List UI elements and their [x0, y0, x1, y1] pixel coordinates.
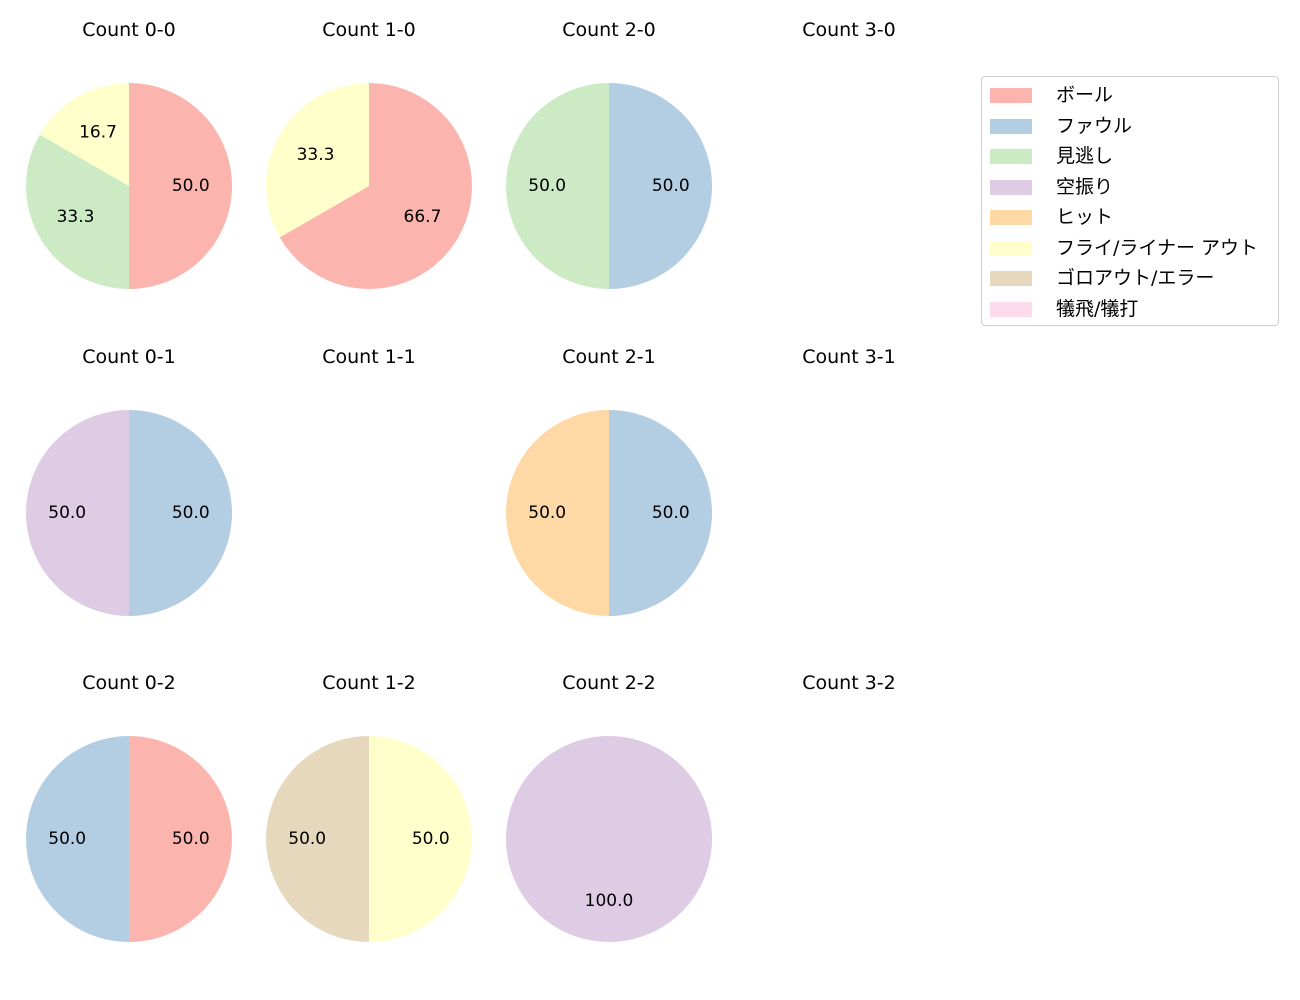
- slice-value-label: 50.0: [412, 829, 450, 849]
- panel-title: Count 2-0: [562, 19, 656, 41]
- slice-value-label: 50.0: [48, 503, 86, 523]
- slice-value-label: 50.0: [172, 829, 210, 849]
- pie-panel: Count 0-1 50.0 50.0: [26, 346, 232, 616]
- pie-slice: [266, 736, 369, 942]
- legend-item: 空振り: [990, 173, 1275, 199]
- pie-panel: Count 2-1 50.0 50.0: [506, 346, 712, 616]
- legend-swatch: [990, 210, 1032, 225]
- pie-slice: [266, 83, 369, 238]
- panel-title: Count 0-0: [82, 19, 176, 41]
- legend-label: ファウル: [1056, 114, 1133, 137]
- legend-swatch: [990, 88, 1032, 103]
- slice-value-label: 50.0: [172, 503, 210, 523]
- panel-title: Count 1-1: [322, 346, 416, 368]
- legend-item: ファウル: [990, 112, 1275, 138]
- slice-value-label: 16.7: [79, 123, 117, 143]
- pie-panel: Count 0-2 50.0 50.0: [26, 672, 232, 942]
- chart-legend: ボールファウル見逃し空振りヒットフライ/ライナー アウト ゴロアウト/エラー 犠飛/…: [981, 76, 1279, 326]
- legend-label: 犠飛/犠打: [1056, 297, 1139, 320]
- legend-label: 見逃し: [1056, 145, 1114, 167]
- pie-slice: [369, 736, 472, 942]
- pie-slice: [26, 410, 129, 616]
- legend-swatch: [990, 118, 1032, 134]
- legend-item: 見逃し: [990, 142, 1275, 168]
- legend-swatch: [990, 271, 1032, 286]
- pie-slice: [129, 736, 232, 942]
- legend-item: ヒット: [990, 203, 1275, 229]
- legend-label: ゴロアウト/エラー: [1056, 267, 1215, 289]
- pie-slice: [506, 410, 609, 616]
- slice-value-label: 50.0: [172, 176, 210, 196]
- legend-swatch: [990, 149, 1032, 164]
- legend-label: フライ/ライナー アウト: [1056, 236, 1259, 259]
- slice-value-label: 33.3: [297, 145, 335, 165]
- pie-panel: Count 0-0 50.0 33.3 16.7: [25, 19, 232, 289]
- legend-label: 空振り: [1056, 175, 1114, 198]
- pie-panel: Count 1-2 50.0 50.0: [266, 672, 472, 942]
- legend-swatch: [990, 240, 1032, 256]
- slice-value-label: 100.0: [585, 891, 634, 911]
- legend-item: ゴロアウト/エラー: [990, 264, 1275, 290]
- panel-title: Count 3-2: [802, 672, 896, 694]
- slice-value-label: 50.0: [528, 503, 566, 523]
- slice-value-label: 50.0: [528, 176, 566, 196]
- panel-title: Count 3-0: [802, 19, 896, 41]
- pie-slice: [39, 83, 129, 186]
- pie-panel: Count 3-2: [802, 672, 896, 694]
- panel-title: Count 1-2: [322, 672, 416, 694]
- slice-value-label: 50.0: [48, 829, 86, 849]
- pie-slice: [25, 134, 130, 289]
- slice-value-label: 66.7: [404, 207, 442, 227]
- pie-slice: [506, 736, 712, 942]
- slice-value-label: 50.0: [288, 829, 326, 849]
- pie-panel: Count 1-1: [322, 346, 416, 368]
- legend-swatch: [990, 179, 1032, 195]
- pie-slice: [506, 83, 609, 289]
- pie-slice: [609, 410, 712, 616]
- pie-panel: Count 3-1: [802, 346, 896, 368]
- pie-slice: [129, 83, 232, 289]
- legend-item: ボール: [990, 81, 1275, 107]
- panel-title: Count 2-2: [562, 672, 656, 694]
- panel-title: Count 0-2: [82, 672, 176, 694]
- panel-title: Count 2-1: [562, 346, 656, 368]
- pie-slice: [129, 410, 232, 616]
- pie-slice: [279, 83, 472, 289]
- legend-swatch: [990, 301, 1032, 317]
- legend-label: ヒット: [1056, 206, 1114, 228]
- legend-item: 犠飛/犠打: [990, 295, 1275, 321]
- pie-panel: Count 3-0: [802, 19, 896, 41]
- legend-label: ボール: [1056, 84, 1114, 106]
- legend-item: フライ/ライナー アウト: [990, 234, 1275, 260]
- slice-value-label: 50.0: [652, 503, 690, 523]
- pie-panel: Count 2-2 100.0: [506, 672, 712, 942]
- panel-title: Count 0-1: [82, 346, 176, 368]
- pie-slice: [26, 736, 129, 942]
- panel-title: Count 1-0: [322, 19, 416, 41]
- pie-slice: [609, 83, 712, 289]
- slice-value-label: 33.3: [57, 207, 95, 227]
- slice-value-label: 50.0: [652, 176, 690, 196]
- panel-title: Count 3-1: [802, 346, 896, 368]
- pie-panel: Count 2-0 50.0 50.0: [506, 19, 712, 289]
- pie-panel: Count 1-0 66.7 33.3: [266, 19, 472, 289]
